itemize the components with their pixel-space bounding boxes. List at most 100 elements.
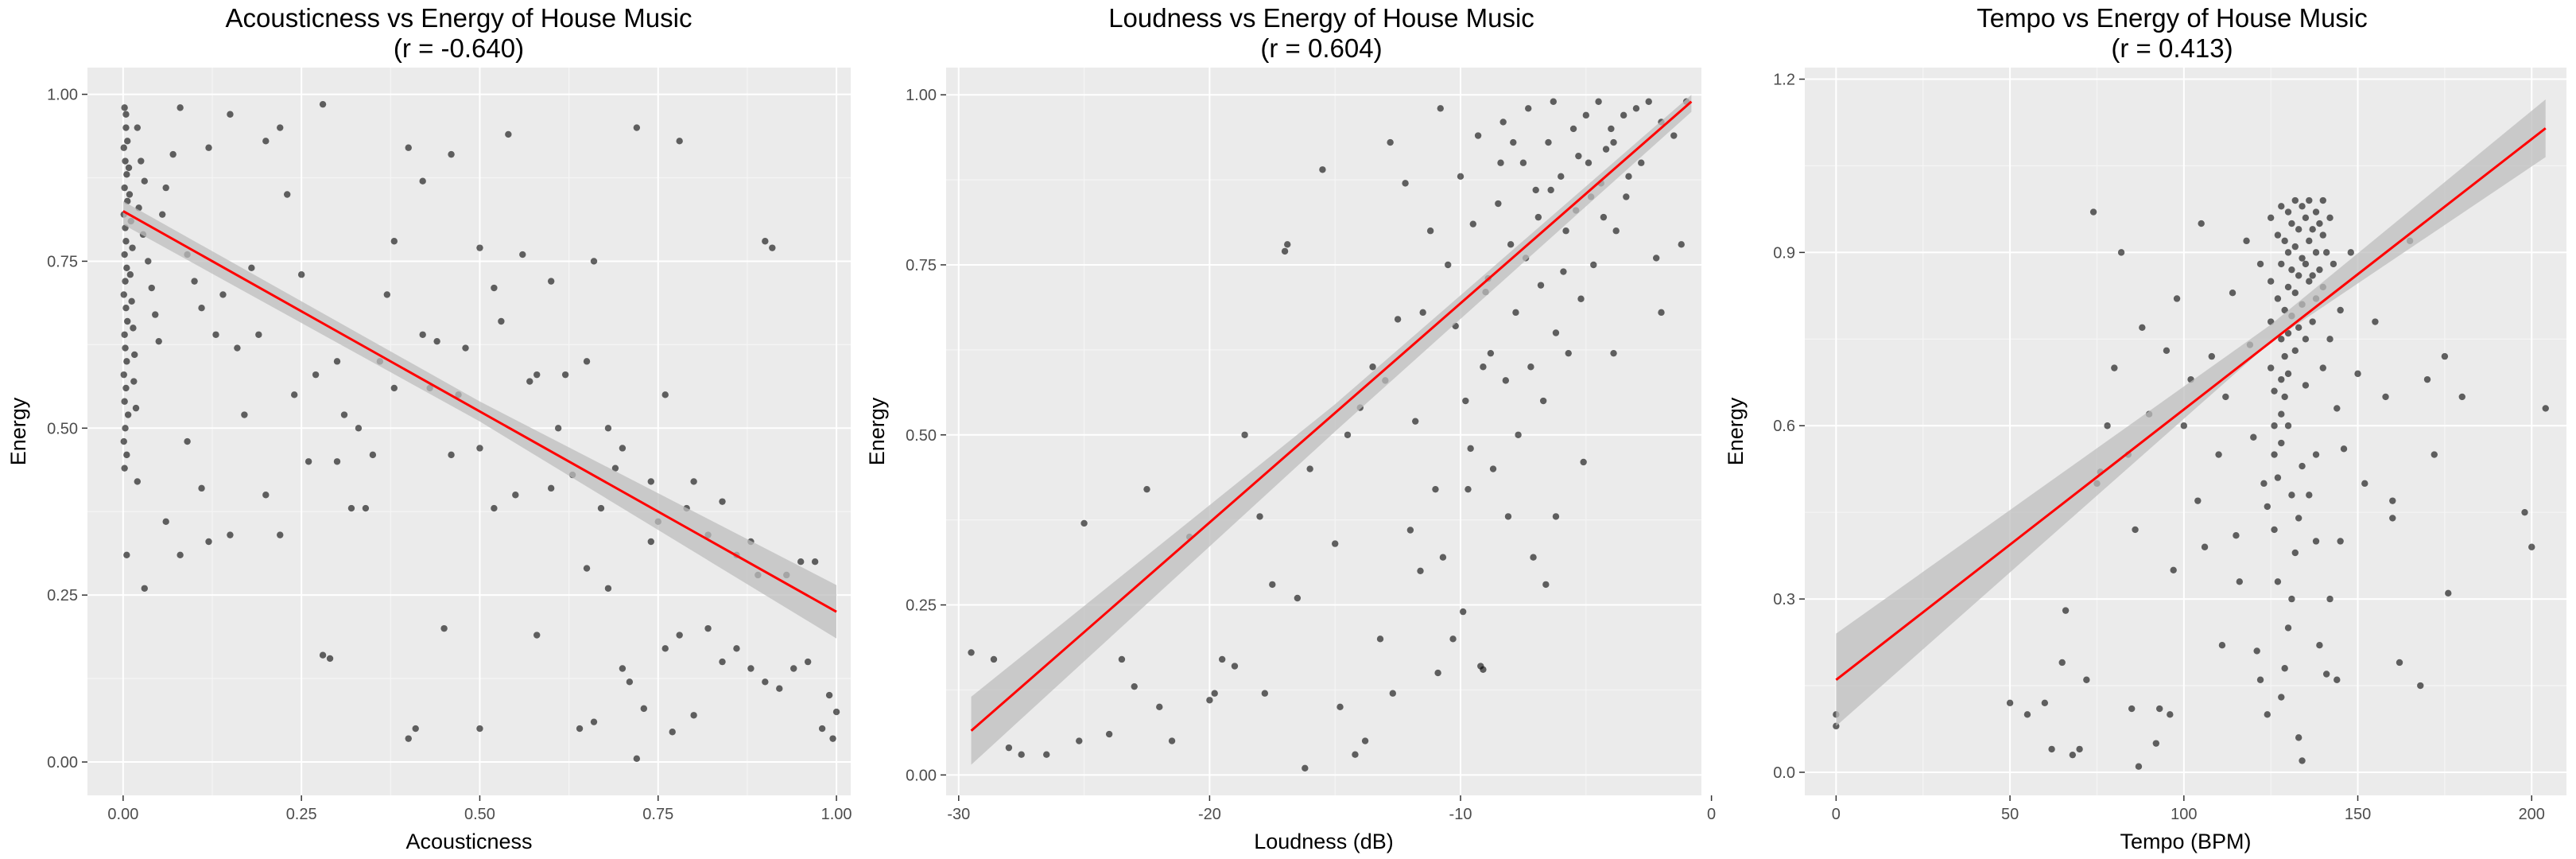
data-point (122, 305, 130, 312)
data-point (1231, 663, 1239, 670)
data-point (1527, 363, 1534, 371)
data-point (2170, 566, 2177, 573)
data-point (2299, 255, 2306, 262)
data-point (1550, 98, 1557, 105)
data-point (1645, 98, 1652, 105)
y-tick-label: 0.25 (906, 597, 937, 615)
data-point (448, 451, 455, 459)
data-point (1499, 119, 1507, 126)
data-point (122, 238, 130, 245)
data-point (547, 278, 555, 285)
chart-panel-2: -30 -20 -10 0 0.00 0.25 0.50 0.75 1.00 Loudness v… (865, 3, 1716, 853)
data-point (1387, 138, 1394, 146)
data-point (476, 244, 483, 251)
data-point (1076, 737, 1083, 744)
data-point (583, 358, 591, 365)
data-point (2173, 295, 2181, 302)
confidence-band (971, 95, 1692, 765)
data-point (2062, 607, 2070, 614)
y-tick-label: 1.00 (906, 87, 937, 104)
data-point (2316, 641, 2323, 649)
data-point (661, 645, 669, 652)
data-point (124, 317, 131, 325)
data-point (2236, 578, 2244, 585)
data-point (1515, 431, 1522, 438)
data-point (122, 278, 129, 285)
data-point (2334, 676, 2341, 683)
data-point (262, 492, 270, 499)
data-point (619, 665, 627, 672)
data-point (1467, 445, 1474, 453)
data-point (554, 425, 562, 432)
data-point (198, 484, 205, 492)
data-point (2284, 329, 2292, 337)
data-point (733, 645, 740, 652)
data-point (990, 655, 998, 663)
data-point (2274, 578, 2282, 585)
data-point (2250, 433, 2257, 441)
data-point (2271, 451, 2278, 458)
data-point (1530, 554, 1537, 561)
data-point (2319, 364, 2326, 371)
data-point (2128, 705, 2136, 713)
data-point (762, 238, 769, 245)
data-point (1525, 105, 1532, 112)
data-point (747, 665, 755, 672)
data-point (120, 437, 127, 445)
data-point (2337, 538, 2344, 545)
data-point (1389, 690, 1396, 697)
data-point (2334, 405, 2341, 412)
data-point (2389, 497, 2396, 504)
data-point (123, 358, 130, 365)
data-point (2104, 422, 2111, 430)
x-tick-label: 0.25 (286, 806, 317, 823)
data-point (1218, 655, 1226, 663)
data-point (1502, 377, 1510, 384)
data-point (362, 504, 370, 512)
y-tick-label: 0.50 (47, 420, 78, 437)
data-point (2274, 295, 2282, 302)
x-tick-label: 0 (1832, 806, 1841, 823)
data-point (2340, 445, 2348, 453)
data-point (1369, 363, 1376, 371)
data-point (2281, 352, 2288, 360)
data-point (126, 271, 134, 278)
data-point (2445, 589, 2452, 597)
data-point (390, 384, 398, 392)
data-point (604, 585, 612, 592)
data-point (122, 384, 130, 392)
data-point (476, 725, 483, 733)
data-point (1269, 581, 1276, 589)
data-point (121, 184, 128, 192)
data-point (1080, 519, 1088, 527)
data-point (120, 144, 127, 151)
data-point (1241, 431, 1248, 438)
data-point (2083, 676, 2090, 683)
data-point (491, 504, 498, 512)
plot-panel-background (87, 68, 851, 795)
data-point (462, 344, 469, 352)
data-point (347, 504, 355, 512)
y-tick-label: 0.75 (906, 257, 937, 274)
data-point (619, 445, 627, 452)
data-point (1590, 261, 1597, 269)
data-point (148, 284, 155, 292)
data-point (2167, 711, 2174, 718)
data-point (576, 725, 584, 733)
data-point (2233, 532, 2240, 539)
data-point (825, 691, 833, 699)
data-point (2295, 324, 2302, 331)
x-tick-label: 0.00 (107, 806, 138, 823)
data-point (2299, 462, 2306, 470)
data-point (604, 425, 612, 432)
data-point (1495, 200, 1502, 208)
data-point (2281, 393, 2288, 401)
data-point (277, 531, 284, 538)
data-point (123, 264, 130, 272)
data-point (2306, 237, 2313, 245)
data-point (122, 425, 129, 432)
data-point (1595, 98, 1602, 105)
data-point (262, 138, 270, 145)
data-point (533, 632, 541, 639)
data-point (968, 649, 975, 656)
